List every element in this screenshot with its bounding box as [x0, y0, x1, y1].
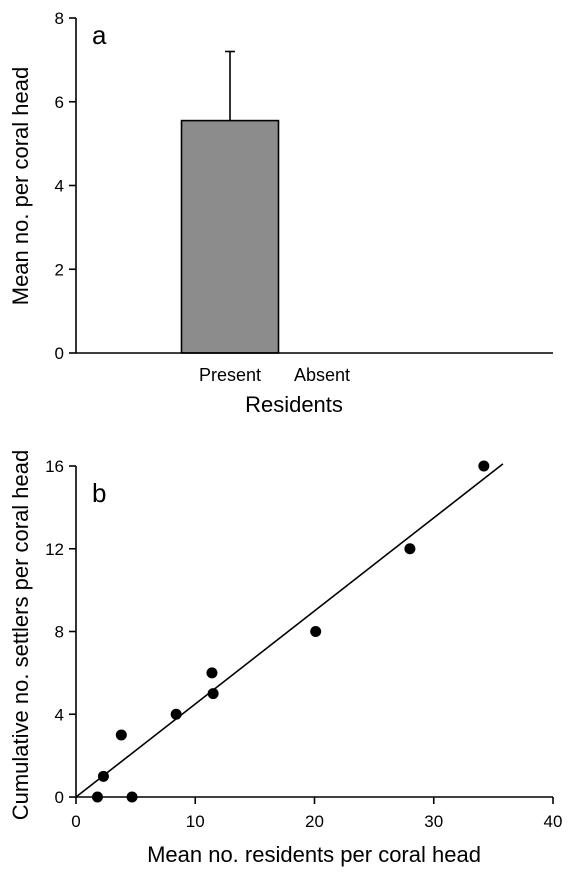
y-tick-label: 12	[45, 540, 64, 559]
panel-b-letter: b	[92, 478, 106, 508]
data-point	[97, 770, 109, 782]
x-tick-label: 0	[71, 812, 80, 831]
y-axis-title: Cumulative no. settlers per coral head	[8, 450, 33, 821]
x-category-label-absent: Absent	[294, 365, 350, 385]
x-axis-title: Mean no. residents per coral head	[147, 842, 481, 867]
y-axis-ticks: 0 4 8 12 16	[45, 457, 76, 807]
x-category-label-present: Present	[199, 365, 261, 385]
panel-a-letter: a	[92, 20, 107, 50]
x-axis-title: Residents	[245, 392, 343, 417]
y-tick-label: 4	[55, 177, 64, 196]
data-point	[404, 543, 416, 555]
y-tick-label: 8	[55, 623, 64, 642]
regression-line	[75, 463, 504, 798]
y-tick-label: 8	[55, 9, 64, 28]
y-tick-label: 0	[55, 344, 64, 363]
data-point	[310, 626, 322, 637]
panel-b-scatter-plot: b 0 4 8 12 16 0 10 20 30 40 Mean no. residents p…	[8, 450, 562, 867]
data-point	[170, 708, 182, 720]
x-axis-ticks: 0 10 20 30 40	[71, 797, 562, 831]
y-axis-ticks: 0 2 4 6 8	[55, 9, 76, 363]
x-tick-label: 40	[544, 812, 563, 831]
bar-present	[180, 119, 280, 354]
bars	[180, 119, 280, 354]
data-point	[478, 460, 490, 472]
data-point	[115, 729, 127, 741]
data-point	[206, 667, 218, 679]
y-tick-label: 2	[55, 260, 64, 279]
x-tick-label: 10	[186, 812, 205, 831]
y-tick-label: 16	[45, 457, 64, 476]
y-tick-label: 4	[55, 705, 64, 724]
error-bars	[225, 50, 235, 121]
panel-a-bar-chart: a 0 2 4 6 8 Present Absent Residents Mean no.…	[8, 9, 553, 417]
x-tick-label: 30	[424, 812, 443, 831]
y-tick-label: 6	[55, 93, 64, 112]
x-tick-label: 20	[305, 812, 324, 831]
y-tick-label: 0	[55, 788, 64, 807]
x-axis-categories: Present Absent	[199, 365, 350, 385]
data-point	[207, 688, 219, 700]
y-axis-title: Mean no. per coral head	[8, 67, 33, 306]
data-points	[91, 460, 490, 803]
